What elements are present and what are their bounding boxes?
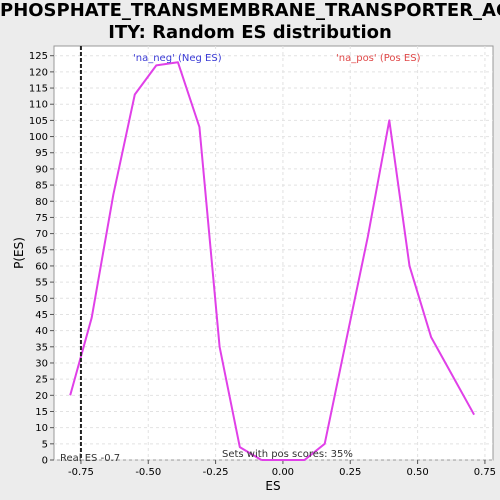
series-line-pos — [261, 119, 475, 461]
chart-title: PHOSPHATE_TRANSMEMBRANE_TRANSPORTER_ACTI… — [0, 0, 500, 44]
y-tick-label: 80 — [35, 197, 48, 208]
legend-pos-label: 'na_pos' (Pos ES) — [336, 53, 421, 64]
y-axis-title: P(ES) — [12, 237, 26, 269]
y-tick-label: 60 — [35, 261, 48, 272]
y-tick-label: 55 — [35, 278, 48, 289]
x-tick-label: -0.25 — [203, 467, 229, 478]
series — [69, 61, 475, 461]
chart-title-line-1: PHOSPHATE_TRANSMEMBRANE_TRANSPORTER_ACTI… — [0, 0, 500, 21]
y-tick-label: 70 — [35, 229, 48, 240]
x-tick-label: -0.75 — [68, 467, 94, 478]
real-es-label: Real ES -0.7 — [60, 453, 120, 464]
chart-title-line-2: ITY: Random ES distribution — [108, 22, 392, 43]
y-tick-label: 25 — [35, 375, 48, 386]
y-tick-label: 35 — [35, 342, 48, 353]
plot-area — [53, 45, 494, 461]
y-tick-label: 40 — [35, 326, 48, 337]
y-tick-label: 0 — [42, 456, 48, 467]
y-tick-label: 45 — [35, 310, 48, 321]
y-tick-label: 85 — [35, 181, 48, 192]
legend-neg-label: 'na_neg' (Neg ES) — [133, 53, 222, 64]
y-tick-label: 65 — [35, 245, 48, 256]
y-tick-label: 5 — [42, 439, 48, 450]
pos-scores-annotation: Sets with pos scores: 35% — [222, 449, 353, 460]
series-line-neg — [69, 61, 262, 461]
y-tick-label: 120 — [29, 67, 48, 78]
y-tick-label: 115 — [29, 84, 48, 95]
y-tick-label: 75 — [35, 213, 48, 224]
y-tick-label: 100 — [29, 132, 48, 143]
y-tick-label: 30 — [35, 358, 48, 369]
x-tick-label: 0.75 — [474, 467, 496, 478]
x-tick-label: 0.00 — [272, 467, 294, 478]
x-axis-title: ES — [265, 479, 280, 493]
y-tick-label: 110 — [29, 100, 48, 111]
x-tick-label: -0.50 — [135, 467, 161, 478]
y-tick-label: 20 — [35, 391, 48, 402]
y-tick-label: 15 — [35, 407, 48, 418]
y-tick-label: 10 — [35, 423, 48, 434]
y-tick-label: 105 — [29, 116, 48, 127]
axes: 0 5 10 15 20 25 30 35 40 45 50 55 60 65 70 75 80 85 90 95 10… — [29, 51, 496, 478]
x-tick-label: 0.25 — [339, 467, 361, 478]
y-tick-label: 50 — [35, 294, 48, 305]
y-tick-label: 95 — [35, 148, 48, 159]
y-tick-label: 90 — [35, 164, 48, 175]
x-tick-label: 0.50 — [406, 467, 428, 478]
y-tick-label: 125 — [29, 51, 48, 62]
